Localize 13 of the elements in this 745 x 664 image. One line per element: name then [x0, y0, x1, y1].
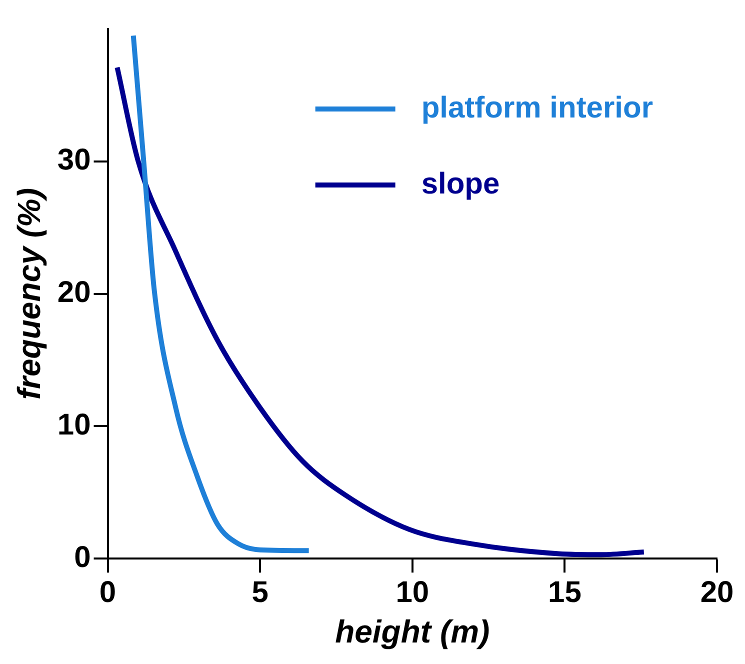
y-tick-label: 30 — [57, 144, 91, 177]
legend-label: platform interior — [421, 91, 654, 124]
x-axis-title: height (m) — [335, 614, 490, 650]
x-tick-label: 0 — [99, 576, 116, 609]
x-tick-label: 15 — [548, 576, 582, 609]
legend-label: slope — [421, 167, 500, 200]
x-tick-label: 20 — [700, 576, 734, 609]
y-tick-label: 20 — [57, 276, 91, 310]
y-axis-title: frequency (%) — [11, 188, 48, 400]
y-tick-label: 10 — [57, 408, 91, 442]
y-tick-label: 0 — [74, 540, 91, 574]
x-tick-label: 5 — [252, 576, 268, 609]
x-tick-label: 10 — [396, 576, 430, 609]
